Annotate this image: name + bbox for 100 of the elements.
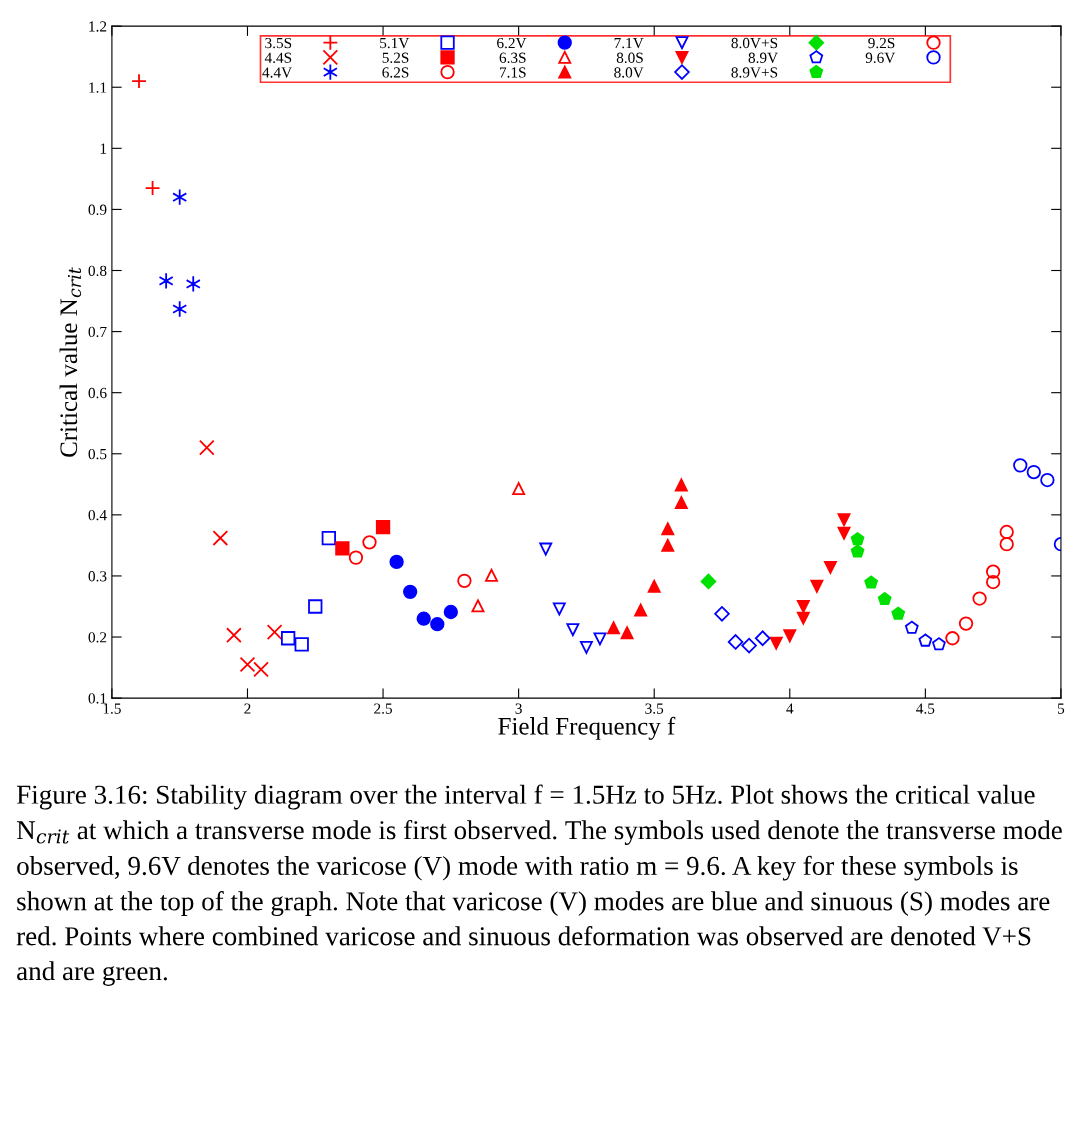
point xyxy=(620,626,634,640)
legend-label: 6.2S xyxy=(382,67,409,78)
point xyxy=(375,519,391,535)
point xyxy=(796,611,810,625)
caption: Figure 3.16: Stability diagram over the interval f = 1.5Hz to 5Hz. Plot shows the critical value N$_{crit}$ at which a transverse mode is first observed. The symbols used denote the transverse mode observed, 9.6V denotes the varicose (V) mode with ratio m = 9.6. A key for these symbols is shown at the top of the graph. Note that varicose (V) modes are blue and sinuous (S) modes are red. Points where combined varicose and sinuous deformation was observed are denoted V+S and are green. xyxy=(16,784,1062,986)
point xyxy=(850,544,865,558)
legend-label: 8.0V xyxy=(614,67,644,78)
point xyxy=(389,554,404,570)
point xyxy=(253,661,269,678)
point xyxy=(607,621,620,635)
point xyxy=(430,617,445,632)
point xyxy=(837,513,851,527)
point xyxy=(891,606,906,620)
point xyxy=(674,478,688,492)
legend-label: 8.0V+S xyxy=(731,37,778,49)
point xyxy=(172,300,188,318)
x-tick-label: 5 xyxy=(1058,703,1065,714)
y-tick-label: 0.5 xyxy=(88,448,107,460)
point xyxy=(837,526,851,540)
point xyxy=(512,482,526,496)
point xyxy=(266,624,283,640)
y-tick-label: 1.2 xyxy=(89,21,107,32)
point xyxy=(661,538,675,552)
point xyxy=(172,188,188,206)
point xyxy=(958,616,974,631)
point xyxy=(321,530,336,546)
legend-label: 8.9V+S xyxy=(731,67,778,78)
y-tick-label: 0.6 xyxy=(88,387,107,399)
point xyxy=(403,584,418,599)
point xyxy=(932,637,946,651)
point xyxy=(1026,464,1041,480)
point xyxy=(972,591,987,606)
point xyxy=(335,541,350,556)
point xyxy=(552,602,566,616)
y-tick-label: 1.1 xyxy=(89,82,107,93)
point xyxy=(754,630,771,647)
point xyxy=(485,568,498,582)
legend-label: 5.1V xyxy=(380,37,410,49)
point xyxy=(796,600,810,613)
y-tick-label: 0.8 xyxy=(88,265,107,277)
point xyxy=(769,636,783,650)
legend-label: 7.1S xyxy=(499,67,526,78)
point xyxy=(144,180,161,196)
point xyxy=(647,579,661,593)
y-axis-title: Critical value N$_{crit}$ xyxy=(59,267,82,457)
legend-label: 8.9V xyxy=(748,52,778,63)
point xyxy=(593,632,607,646)
y-tick-label: 0.9 xyxy=(88,204,107,215)
point xyxy=(985,574,1001,590)
point xyxy=(308,599,323,614)
point xyxy=(999,537,1014,552)
point xyxy=(985,564,1001,579)
point xyxy=(566,623,580,637)
legend-label: 4.4S xyxy=(264,52,292,63)
x-tick-label: 2 xyxy=(244,703,251,714)
point xyxy=(864,575,878,589)
x-tick-label: 1.5 xyxy=(103,703,121,714)
point xyxy=(239,656,256,673)
legend-label: 4.4V xyxy=(262,67,292,78)
x-axis-title: Field Frequency f xyxy=(498,716,676,740)
legend-label: 6.3S xyxy=(499,52,526,63)
point xyxy=(471,599,485,613)
point xyxy=(700,573,717,590)
point xyxy=(714,606,730,622)
y-tick-label: 1 xyxy=(100,143,107,154)
x-tick-label: 3 xyxy=(515,703,522,714)
legend-label: 6.2V xyxy=(497,37,527,49)
x-tick-label: 4 xyxy=(786,703,794,714)
point xyxy=(294,637,309,652)
point xyxy=(877,592,892,606)
point xyxy=(904,620,919,634)
point xyxy=(661,522,675,536)
legend-label: 9.6V xyxy=(865,52,896,63)
y-tick-label: 0.3 xyxy=(88,571,107,582)
x-tick-label: 3.5 xyxy=(645,703,664,714)
y-tick-label: 0.7 xyxy=(88,326,107,338)
point xyxy=(198,439,215,456)
point xyxy=(783,629,797,643)
point xyxy=(918,633,933,647)
point xyxy=(443,604,458,620)
y-tick-label: 0.2 xyxy=(88,632,107,643)
point xyxy=(823,560,837,574)
point xyxy=(348,550,364,565)
point xyxy=(999,524,1014,540)
point xyxy=(212,530,229,546)
point xyxy=(1040,472,1055,488)
point xyxy=(416,611,431,626)
point xyxy=(945,631,960,646)
point xyxy=(674,496,688,510)
point xyxy=(185,275,201,293)
point xyxy=(158,272,174,290)
point xyxy=(727,634,744,650)
legend-label: 7.1V xyxy=(614,37,644,49)
y-tick-label: 0.4 xyxy=(88,510,107,521)
legend-label: 8.0S xyxy=(616,52,643,63)
point xyxy=(810,579,824,593)
legend-label: 3.5S xyxy=(265,37,292,49)
point xyxy=(741,637,757,654)
y-tick-label: 0.1 xyxy=(88,693,107,704)
point xyxy=(539,542,553,556)
